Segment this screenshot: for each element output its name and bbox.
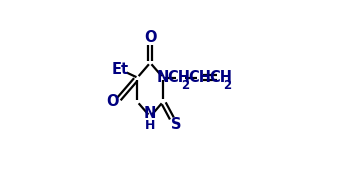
Text: N: N	[157, 70, 169, 85]
Text: 2: 2	[223, 79, 231, 92]
Text: Et: Et	[112, 62, 129, 77]
Text: S: S	[171, 117, 182, 132]
Text: H: H	[145, 119, 155, 132]
Text: CH: CH	[168, 70, 191, 85]
Text: CH: CH	[210, 70, 233, 85]
Text: N: N	[144, 106, 156, 121]
Text: O: O	[106, 94, 119, 109]
Text: CH: CH	[189, 70, 212, 85]
Text: 2: 2	[181, 79, 189, 92]
Text: O: O	[144, 30, 156, 45]
